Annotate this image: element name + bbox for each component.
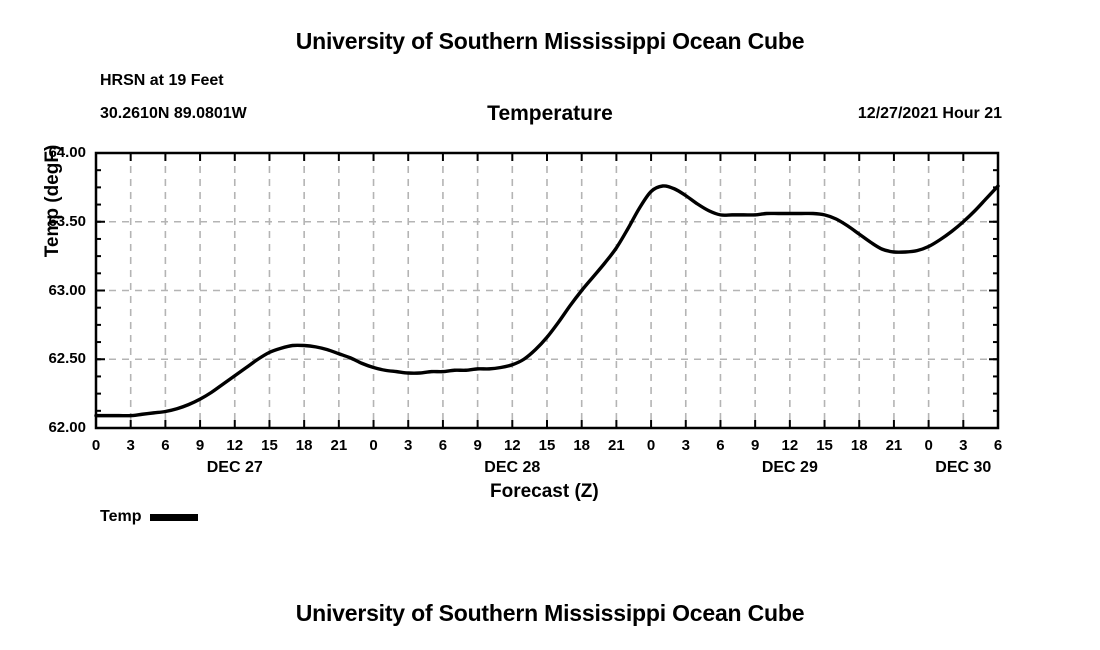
x-tick-label: 9: [473, 437, 482, 454]
x-tick-label: 6: [716, 437, 725, 454]
x-axis-day-label: DEC 29: [761, 459, 818, 476]
x-tick-label: 15: [261, 437, 278, 454]
station-label: HRSN at 19 Feet: [100, 72, 224, 89]
y-tick-label: 63.50: [48, 212, 86, 230]
x-tick-label: 0: [369, 437, 378, 454]
y-tick-label: 62.00: [48, 419, 86, 436]
x-tick-label: 0: [91, 437, 101, 454]
x-tick-label: 3: [959, 437, 968, 454]
x-tick-label: 21: [330, 437, 348, 454]
x-axis-day-label: DEC 30: [935, 459, 992, 476]
x-tick-label: 18: [295, 437, 313, 454]
x-axis-day-label: DEC 27: [206, 459, 263, 476]
y-tick-label: 62.50: [48, 350, 86, 368]
x-tick-label: 6: [993, 437, 1003, 454]
y-tick-label: 63.00: [48, 281, 86, 299]
temp-series-line: [94, 184, 1000, 418]
x-tick-label: 0: [924, 437, 933, 454]
x-axis-label: Forecast (Z): [490, 481, 599, 502]
legend-label-temp: Temp: [100, 508, 142, 525]
x-tick-label: 3: [404, 437, 413, 454]
x-tick-label: 21: [608, 437, 625, 454]
legend-swatch-temp: [150, 513, 199, 521]
x-tick-label: 21: [885, 437, 903, 454]
y-tick-label: 64.00: [48, 144, 86, 161]
x-tick-label: 6: [161, 437, 170, 454]
x-tick-label: 12: [503, 437, 521, 454]
y-axis-label: Temp (degF): [42, 144, 63, 258]
plot-title: Temperature: [487, 102, 613, 125]
x-tick-label: 18: [573, 437, 591, 454]
forecast-timestamp: 12/27/2021 Hour 21: [857, 105, 1002, 122]
page-title: University of Southern Mississippi Ocean…: [295, 28, 805, 54]
x-tick-label: 9: [750, 437, 760, 454]
x-tick-label: 12: [226, 437, 244, 454]
x-tick-label: 6: [438, 437, 448, 454]
chart-legend: Temp: [100, 508, 199, 526]
x-tick-label: 0: [646, 437, 656, 454]
x-tick-label: 15: [816, 437, 833, 454]
plot-frame: [94, 151, 1000, 430]
footer-title: University of Southern Mississippi Ocean…: [295, 600, 805, 626]
x-tick-label: 3: [126, 437, 135, 454]
gridlines: [96, 153, 998, 428]
x-tick-label: 3: [681, 437, 690, 454]
x-tick-label: 12: [781, 437, 799, 454]
coordinates-label: 30.2610N 89.0801W: [100, 105, 247, 122]
x-tick-label: 18: [850, 437, 868, 454]
x-axis-day-label: DEC 28: [484, 459, 541, 476]
x-tick-label: 15: [538, 437, 556, 454]
x-tick-label: 9: [195, 437, 205, 454]
